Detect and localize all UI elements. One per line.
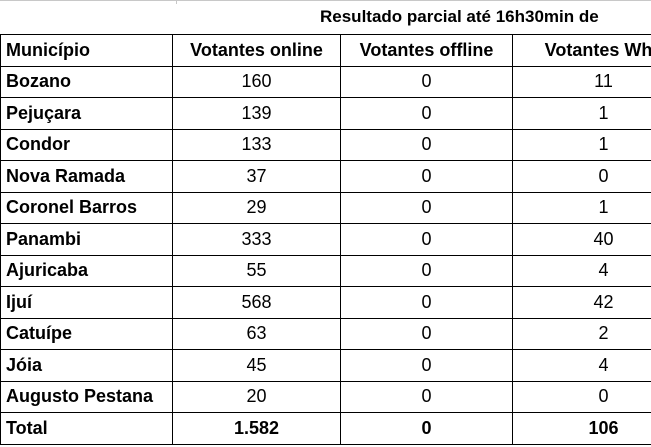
- cell-offline: 0: [340, 349, 513, 382]
- cell-offline: 0: [340, 223, 513, 256]
- top-gridline: [0, 0, 651, 1]
- caption: Resultado parcial até 16h30min de: [320, 7, 599, 26]
- cell-online: 29: [172, 191, 341, 224]
- table-row: Bozano 160 0 11: [0, 65, 651, 98]
- cell-online: 333: [172, 223, 341, 256]
- table-row: Condor 133 0 1: [0, 128, 651, 161]
- cell-online: 37: [172, 160, 341, 193]
- total-whatsapp: 106: [512, 412, 651, 445]
- cell-municipio: Ijuí: [0, 286, 173, 319]
- header-row: Município Votantes online Votantes offli…: [0, 34, 651, 67]
- total-offline: 0: [340, 412, 513, 445]
- cell-whatsapp: 11: [512, 65, 651, 98]
- cell-online: 45: [172, 349, 341, 382]
- header-offline: Votantes offline: [340, 34, 513, 67]
- caption-row: Resultado parcial até 16h30min de: [0, 0, 651, 34]
- cell-offline: 0: [340, 97, 513, 130]
- table-row: Ijuí 568 0 42: [0, 286, 651, 319]
- cell-municipio: Nova Ramada: [0, 160, 173, 193]
- cell-offline: 0: [340, 191, 513, 224]
- cell-offline: 0: [340, 254, 513, 287]
- table-row: Augusto Pestana 20 0 0: [0, 380, 651, 413]
- cell-whatsapp: 1: [512, 128, 651, 161]
- header-online: Votantes online: [172, 34, 341, 67]
- header-whatsapp: Votantes Wha: [512, 34, 651, 67]
- cell-online: 160: [172, 65, 341, 98]
- table-row: Jóia 45 0 4: [0, 349, 651, 382]
- table-row: Ajuricaba 55 0 4: [0, 254, 651, 287]
- cell-offline: 0: [340, 317, 513, 350]
- cell-municipio: Catuípe: [0, 317, 173, 350]
- cell-municipio: Bozano: [0, 65, 173, 98]
- cell-online: 133: [172, 128, 341, 161]
- cell-municipio: Condor: [0, 128, 173, 161]
- cell-offline: 0: [340, 286, 513, 319]
- cell-online: 20: [172, 380, 341, 413]
- table-row: Catuípe 63 0 2: [0, 317, 651, 350]
- cell-whatsapp: 0: [512, 160, 651, 193]
- cell-online: 55: [172, 254, 341, 287]
- total-label: Total: [0, 412, 173, 445]
- header-municipio: Município: [0, 34, 173, 67]
- cell-whatsapp: 4: [512, 349, 651, 382]
- table-row: Nova Ramada 37 0 0: [0, 160, 651, 193]
- votes-table: Município Votantes online Votantes offli…: [0, 34, 651, 445]
- cell-whatsapp: 1: [512, 191, 651, 224]
- total-online: 1.582: [172, 412, 341, 445]
- cell-municipio: Panambi: [0, 223, 173, 256]
- table-row: Panambi 333 0 40: [0, 223, 651, 256]
- cell-municipio: Jóia: [0, 349, 173, 382]
- cell-online: 139: [172, 97, 341, 130]
- cell-municipio: Ajuricaba: [0, 254, 173, 287]
- cell-whatsapp: 2: [512, 317, 651, 350]
- top-gridline-tick: [176, 0, 177, 4]
- cell-offline: 0: [340, 65, 513, 98]
- cell-online: 63: [172, 317, 341, 350]
- cell-municipio: Augusto Pestana: [0, 380, 173, 413]
- cell-whatsapp: 40: [512, 223, 651, 256]
- cell-municipio: Coronel Barros: [0, 191, 173, 224]
- cell-whatsapp: 42: [512, 286, 651, 319]
- cell-whatsapp: 0: [512, 380, 651, 413]
- cell-whatsapp: 1: [512, 97, 651, 130]
- table-row: Pejuçara 139 0 1: [0, 97, 651, 130]
- table-row: Coronel Barros 29 0 1: [0, 191, 651, 224]
- cell-offline: 0: [340, 380, 513, 413]
- cell-whatsapp: 4: [512, 254, 651, 287]
- total-row: Total 1.582 0 106: [0, 412, 651, 445]
- cell-online: 568: [172, 286, 341, 319]
- cell-offline: 0: [340, 160, 513, 193]
- cell-municipio: Pejuçara: [0, 97, 173, 130]
- cell-offline: 0: [340, 128, 513, 161]
